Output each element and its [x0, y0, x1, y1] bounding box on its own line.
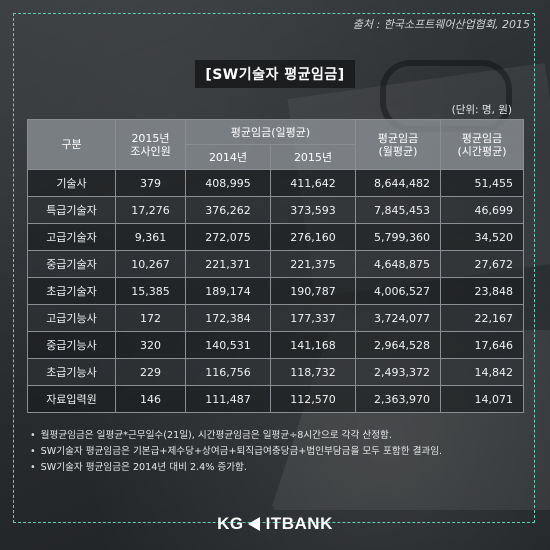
cell-survey-count: 15,385 [115, 277, 186, 305]
table-body: 기술사 379 408,995 411,642 8,644,482 51,455 특급기술자… [27, 169, 524, 413]
cell-monthly: 4,648,875 [355, 250, 441, 278]
cell-monthly: 4,006,527 [355, 277, 441, 305]
cell-hourly: 51,455 [440, 169, 524, 197]
cell-hourly: 14,071 [440, 385, 524, 413]
cell-survey-count: 229 [115, 358, 186, 386]
table-row: 중급기술자 10,267 221,371 221,375 4,648,875 27,672 [27, 250, 524, 278]
header-year-2015: 2015년 [270, 144, 356, 170]
page-title: [SW기술자 평균임금] [195, 60, 355, 88]
table-row: 초급기술자 15,385 189,174 190,787 4,006,527 23,848 [27, 277, 524, 305]
cell-monthly: 7,845,453 [355, 196, 441, 224]
logo-name: ITBANK [265, 514, 333, 533]
cell-avg-2015: 411,642 [270, 169, 356, 197]
cell-category: 기술사 [27, 169, 116, 197]
unit-label: (단위: 명, 원) [451, 104, 512, 116]
logo-mark-icon [247, 517, 260, 531]
cell-hourly: 23,848 [440, 277, 524, 305]
cell-hourly: 46,699 [440, 196, 524, 224]
header-survey-count-text: 2015년 조사인원 [130, 131, 171, 158]
footnote-text: SW기술자 평균임금은 2014년 대비 2.4% 증가함. [40, 462, 247, 473]
header-monthly-text: 평균임금 (월평균) [377, 131, 419, 158]
footnotes: • 월평균임금은 일평균*근무일수(21일), 시간평균임금은 일평균÷8시간으로… [30, 428, 530, 476]
cell-avg-2015: 118,732 [270, 358, 356, 386]
footnote-item: • 월평균임금은 일평균*근무일수(21일), 시간평균임금은 일평균÷8시간으로… [30, 428, 530, 444]
header-survey-count: 2015년 조사인원 [115, 119, 186, 170]
wage-table: 구분 2015년 조사인원 평균임금(일평균) 평균임금 (월평균) 평균임금 … [27, 119, 524, 413]
cell-avg-2015: 190,787 [270, 277, 356, 305]
header-monthly: 평균임금 (월평균) [355, 119, 441, 170]
cell-monthly: 2,964,528 [355, 331, 441, 359]
cell-avg-2014: 408,995 [185, 169, 271, 197]
header-category: 구분 [27, 119, 116, 170]
footnote-text: 월평균임금은 일평균*근무일수(21일), 시간평균임금은 일평균÷8시간으로 … [40, 430, 392, 441]
source-credit: 출처 : 한국소프트웨어산업협회, 2015 [352, 18, 530, 31]
cell-avg-2014: 140,531 [185, 331, 271, 359]
cell-monthly: 3,724,077 [355, 304, 441, 332]
header-year-2014: 2014년 [185, 144, 271, 170]
logo-brand: KG [217, 514, 244, 533]
cell-avg-2014: 376,262 [185, 196, 271, 224]
cell-avg-2015: 177,337 [270, 304, 356, 332]
cell-hourly: 17,646 [440, 331, 524, 359]
header-avg-wage: 평균임금(일평균) [185, 119, 356, 145]
cell-hourly: 14,842 [440, 358, 524, 386]
cell-avg-2014: 172,384 [185, 304, 271, 332]
table-row: 특급기술자 17,276 376,262 373,593 7,845,453 46,699 [27, 196, 524, 224]
cell-monthly: 5,799,360 [355, 223, 441, 251]
cell-avg-2015: 373,593 [270, 196, 356, 224]
cell-avg-2015: 141,168 [270, 331, 356, 359]
cell-avg-2014: 111,487 [185, 385, 271, 413]
bullet-icon: • [30, 462, 36, 473]
table-row: 고급기능사 172 172,384 177,337 3,724,077 22,167 [27, 304, 524, 332]
cell-category: 초급기능사 [27, 358, 116, 386]
cell-monthly: 8,644,482 [355, 169, 441, 197]
cell-avg-2014: 116,756 [185, 358, 271, 386]
cell-survey-count: 320 [115, 331, 186, 359]
cell-hourly: 34,520 [440, 223, 524, 251]
cell-hourly: 22,167 [440, 304, 524, 332]
title-wrap: [SW기술자 평균임금] [0, 60, 550, 88]
cell-survey-count: 9,361 [115, 223, 186, 251]
bullet-icon: • [30, 430, 36, 441]
logo: KG ITBANK [0, 514, 550, 534]
cell-survey-count: 17,276 [115, 196, 186, 224]
header-hourly-text: 평균임금 (시간평균) [457, 131, 507, 158]
cell-avg-2014: 272,075 [185, 223, 271, 251]
cell-avg-2014: 221,371 [185, 250, 271, 278]
cell-avg-2015: 221,375 [270, 250, 356, 278]
footnote-item: • SW기술자 평균임금은 2014년 대비 2.4% 증가함. [30, 460, 530, 476]
footnote-item: • SW기술자 평균임금은 기본급+제수당+상여금+퇴직급여충당금+법인부담금을 … [30, 444, 530, 460]
cell-avg-2015: 112,570 [270, 385, 356, 413]
cell-avg-2014: 189,174 [185, 277, 271, 305]
cell-survey-count: 10,267 [115, 250, 186, 278]
cell-category: 중급기능사 [27, 331, 116, 359]
cell-category: 고급기능사 [27, 304, 116, 332]
cell-hourly: 27,672 [440, 250, 524, 278]
dashed-frame [13, 13, 535, 523]
table-row: 기술사 379 408,995 411,642 8,644,482 51,455 [27, 169, 524, 197]
cell-survey-count: 379 [115, 169, 186, 197]
header-hourly: 평균임금 (시간평균) [440, 119, 524, 170]
cell-monthly: 2,493,372 [355, 358, 441, 386]
bullet-icon: • [30, 446, 36, 457]
cell-category: 중급기술자 [27, 250, 116, 278]
cell-survey-count: 146 [115, 385, 186, 413]
table-row: 고급기술자 9,361 272,075 276,160 5,799,360 34,520 [27, 223, 524, 251]
cell-category: 고급기술자 [27, 223, 116, 251]
cell-survey-count: 172 [115, 304, 186, 332]
footnote-text: SW기술자 평균임금은 기본급+제수당+상여금+퇴직급여충당금+법인부담금을 모… [40, 446, 443, 457]
table-row: 초급기능사 229 116,756 118,732 2,493,372 14,842 [27, 358, 524, 386]
cell-monthly: 2,363,970 [355, 385, 441, 413]
table-row: 중급기능사 320 140,531 141,168 2,964,528 17,646 [27, 331, 524, 359]
table-row: 자료입력원 146 111,487 112,570 2,363,970 14,071 [27, 385, 524, 413]
cell-avg-2015: 276,160 [270, 223, 356, 251]
cell-category: 초급기술자 [27, 277, 116, 305]
cell-category: 자료입력원 [27, 385, 116, 413]
cell-category: 특급기술자 [27, 196, 116, 224]
